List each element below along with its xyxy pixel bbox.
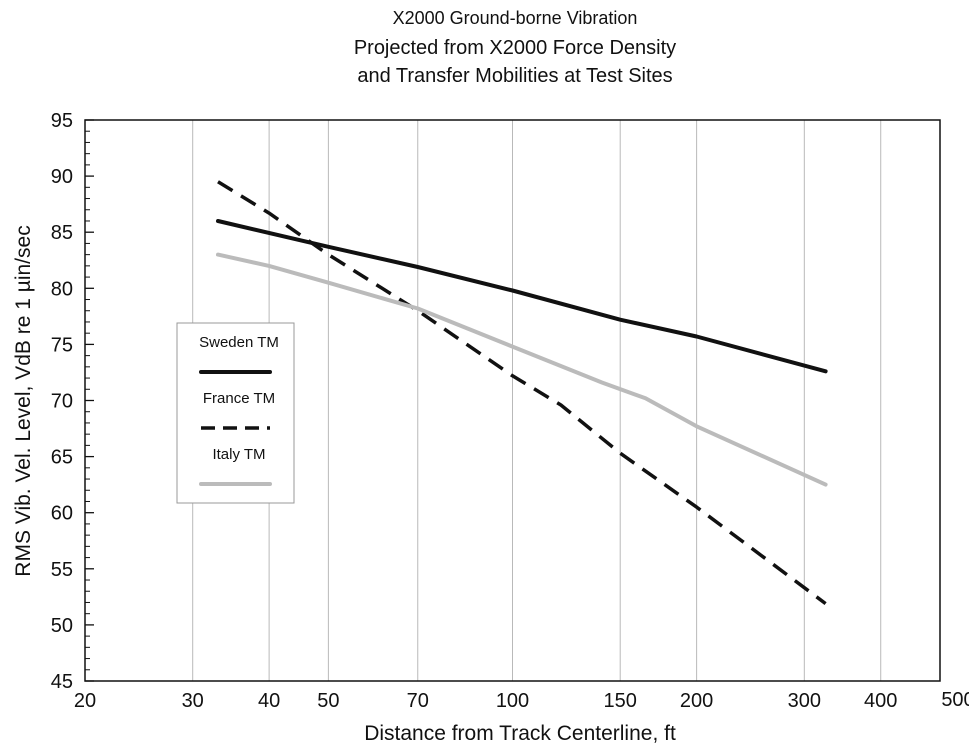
y-tick-labels: 45 50 55 60 65 70 75 80 85 90 95 [51,110,73,693]
y-tick-label: 95 [51,110,73,132]
legend-label: Italy TM [212,446,265,463]
legend-box [176,322,295,504]
y-tick-label: 50 [51,615,73,637]
y-tick-label: 70 [51,391,73,413]
legend-label: Sweden TM [199,334,279,351]
x-tick-label: 20 [74,690,96,712]
chart-subtitle-line-2: and Transfer Mobilities at Test Sites [357,65,672,87]
y-tick-label: 65 [51,447,73,469]
minor-ticks [85,119,94,682]
x-tick-label: 30 [182,690,204,712]
legend: Sweden TM France TM Italy TM [176,322,295,504]
x-tick-label: 400 [864,690,897,712]
x-axis-label: Distance from Track Centerline, ft [364,722,676,744]
chart-title: X2000 Ground-borne Vibration [393,8,638,28]
y-tick-label: 75 [51,334,73,356]
x-tick-labels: 20 30 40 50 70 100 150 200 300 400 500 [74,689,969,712]
x-tick-label: 100 [496,690,529,712]
y-tick-label: 45 [51,671,73,693]
series-line-sweden-tm [216,219,828,374]
chart-title-group: X2000 Ground-borne Vibration Projected f… [354,8,676,87]
y-tick-label: 90 [51,166,73,188]
x-tick-label: 300 [788,690,821,712]
x-tick-label: 200 [680,690,713,712]
chart-subtitle-line-1: Projected from X2000 Force Density [354,37,676,59]
y-tick-label: 60 [51,503,73,525]
y-tick-label: 85 [51,222,73,244]
series-layer [216,180,828,606]
x-tick-label: 40 [258,690,280,712]
y-tick-label: 80 [51,278,73,300]
legend-label: France TM [203,390,275,407]
y-tick-label: 55 [51,559,73,581]
x-tick-label: 70 [407,690,429,712]
x-tick-label: 50 [317,690,339,712]
grid-layer [192,120,882,681]
x-tick-label: 150 [604,690,637,712]
series-line-france-tm [217,180,827,606]
series-line-italy-tm [216,252,828,487]
x-tick-label: 500 [941,689,969,711]
y-axis-label: RMS Vib. Vel. Level, VdB re 1 µin/sec [12,225,35,576]
